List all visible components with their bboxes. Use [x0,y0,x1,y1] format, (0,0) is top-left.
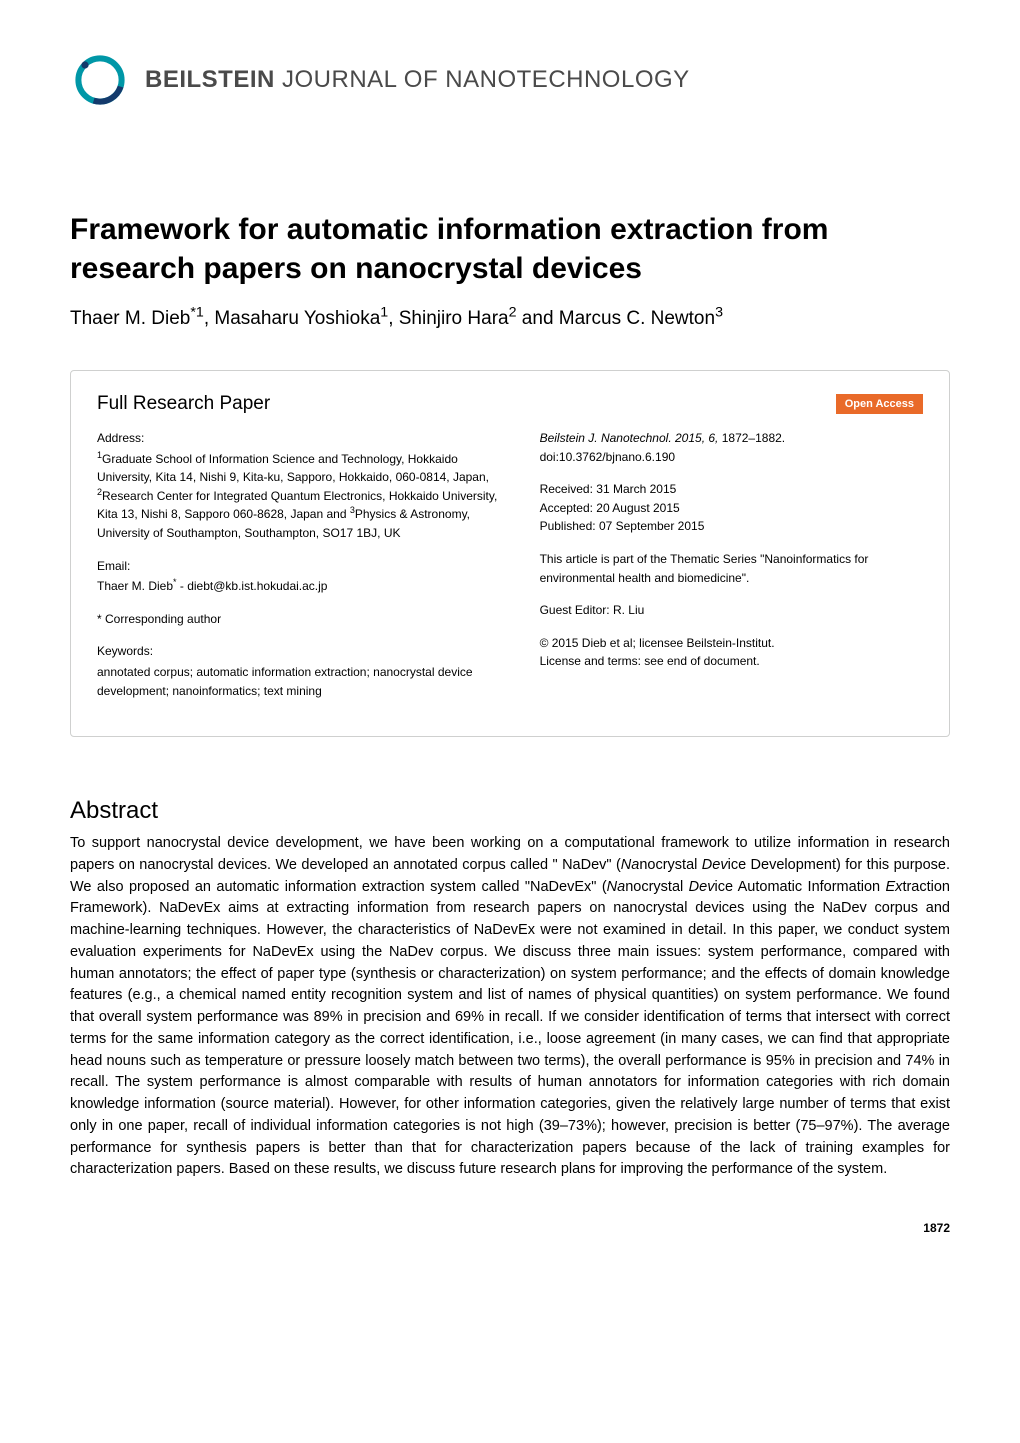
abstract-heading: Abstract [70,797,950,825]
metadata-right-column: Beilstein J. Nanotechnol. 2015, 6, 1872–… [540,429,923,714]
address-text: 1Graduate School of Information Science … [97,450,500,543]
journal-logo-icon [70,50,130,110]
guest-editor: Guest Editor: R. Liu [540,601,923,620]
paper-type-label: Full Research Paper [97,393,270,415]
email-label: Email: [97,557,500,576]
keywords-text: annotated corpus; automatic information … [97,663,500,700]
journal-name: BEILSTEIN JOURNAL OF NANOTECHNOLOGY [145,66,690,94]
received-date: Received: 31 March 2015 [540,480,923,499]
keywords-label: Keywords: [97,642,500,661]
metadata-left-column: Address: 1Graduate School of Information… [97,429,500,714]
page-number: 1872 [70,1221,950,1235]
doi-text: doi:10.3762/bjnano.6.190 [540,450,675,464]
address-label: Address: [97,429,500,448]
journal-header: BEILSTEIN JOURNAL OF NANOTECHNOLOGY [70,50,950,110]
journal-name-strong: BEILSTEIN [145,66,275,93]
abstract-body: To support nanocrystal device developmen… [70,833,950,1181]
citation-volume: 6, [708,431,718,445]
citation-pages: 1872–1882. [722,431,785,445]
published-date: Published: 07 September 2015 [540,517,923,536]
thematic-series-note: This article is part of the Thematic Ser… [540,550,923,587]
paper-title: Framework for automatic information extr… [70,210,950,288]
citation-year: 2015, [675,431,705,445]
corresponding-author-note: * Corresponding author [97,610,500,629]
accepted-date: Accepted: 20 August 2015 [540,499,923,518]
metadata-box: Full Research Paper Open Access Address:… [70,370,950,737]
email-text: Thaer M. Dieb* - diebt@kb.ist.hokudai.ac… [97,577,500,596]
author-list: Thaer M. Dieb*1, Masaharu Yoshioka1, Shi… [70,308,950,330]
license-line-2: License and terms: see end of document. [540,652,923,671]
journal-name-rest: JOURNAL OF NANOTECHNOLOGY [275,66,690,93]
license-line-1: © 2015 Dieb et al; licensee Beilstein-In… [540,634,923,653]
open-access-badge: Open Access [836,394,923,414]
citation-journal: Beilstein J. Nanotechnol. [540,431,672,445]
